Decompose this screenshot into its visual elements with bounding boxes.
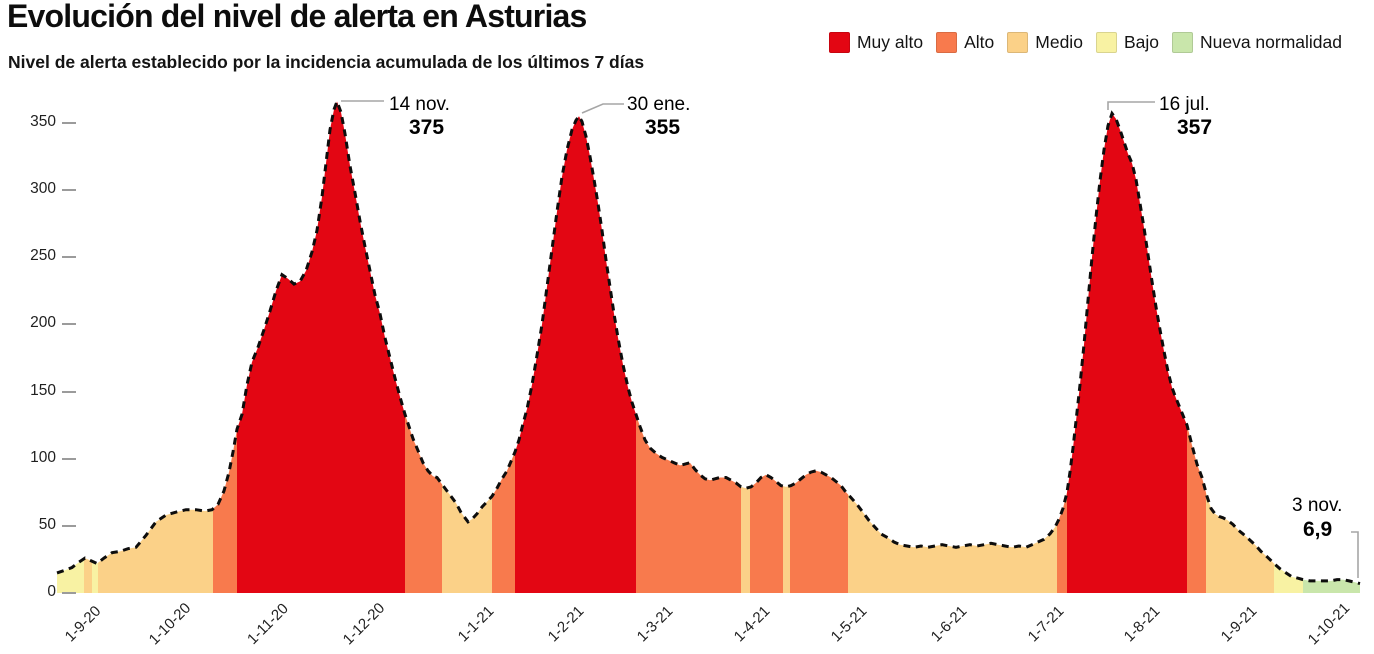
area-segment-medio (741, 486, 750, 593)
y-axis-label: 50 (38, 515, 56, 533)
annotation-value: 6,9 (1303, 518, 1333, 541)
annotation-date: 14 nov. (389, 94, 450, 115)
annotation-value: 375 (409, 116, 445, 139)
legend-item-nueva_normalidad: Nueva normalidad (1171, 32, 1342, 53)
legend-label: Alto (964, 32, 995, 52)
legend-item-alto: Alto (936, 32, 994, 53)
area-segment-bajo (1274, 563, 1303, 593)
legend-swatch-bajo (1095, 32, 1117, 53)
chart-subtitle: Nivel de alerta establecido por la incid… (8, 52, 645, 72)
y-axis-label: 350 (30, 112, 56, 130)
annotation-leader-2 (581, 103, 624, 114)
legend-item-muy_alto: Muy alto (828, 32, 924, 53)
area-segment-alto (1187, 425, 1206, 593)
incidence-curve (56, 97, 1361, 586)
legend-swatch-medio (1007, 32, 1029, 53)
y-axis-tick (62, 256, 76, 259)
y-axis-tick (62, 390, 76, 393)
legend-item-medio: Medio (1007, 32, 1083, 53)
y-axis-label: 300 (30, 180, 56, 198)
annotation-leader-4 (1351, 531, 1359, 578)
area-segment-muy_alto (1067, 113, 1187, 593)
annotation-date: 30 ene. (627, 94, 691, 115)
legend: Muy alto Alto Medio Bajo Nueva normalidad (828, 32, 1342, 53)
legend-swatch-nueva_normalidad (1171, 32, 1193, 53)
y-axis-label: 100 (30, 448, 56, 466)
legend-label: Bajo (1123, 32, 1159, 52)
legend-label: Nueva normalidad (1199, 32, 1342, 52)
area-segment-medio (442, 484, 492, 593)
y-axis-tick (62, 457, 76, 460)
area-segment-bajo (92, 561, 98, 593)
legend-item-bajo: Bajo (1095, 32, 1159, 53)
area-segment-alto (213, 429, 237, 593)
area-segment-alto (750, 474, 783, 593)
area-segment-alto (405, 414, 442, 593)
y-axis-tick (62, 189, 76, 192)
legend-swatch-muy_alto (828, 32, 850, 53)
y-axis-label: 200 (30, 314, 56, 332)
area-segment-alto (636, 414, 741, 593)
area-segment-medio (848, 494, 1057, 593)
area-segment-medio (783, 485, 790, 593)
annotation-date: 3 nov. (1292, 495, 1343, 516)
area-segment-muy_alto (237, 101, 405, 593)
area-segment-alto (492, 452, 515, 593)
y-axis-tick (62, 121, 76, 124)
legend-label: Medio (1035, 32, 1083, 52)
annotation-date: 16 jul. (1159, 94, 1210, 115)
area-segment-medio (84, 558, 92, 593)
y-axis-tick (62, 592, 76, 594)
area-segment-medio (98, 508, 213, 593)
area-segment-nueva_normalidad (1303, 579, 1360, 593)
annotation-value: 355 (645, 116, 681, 139)
annotation-leader-3 (1107, 101, 1155, 110)
area-segment-muy_alto (515, 116, 636, 593)
area-segment-medio (1206, 492, 1274, 593)
legend-label: Muy alto (856, 32, 924, 52)
area-segment-bajo (57, 558, 84, 593)
y-axis-tick (62, 323, 76, 326)
y-axis-label: 150 (30, 381, 56, 399)
chart-title: Evolución del nivel de alerta en Asturia… (7, 0, 587, 34)
y-axis-label: 250 (30, 247, 56, 265)
legend-swatch-alto (936, 32, 958, 53)
y-axis-label: 0 (47, 583, 56, 600)
annotation-value: 357 (1177, 116, 1213, 139)
y-axis-tick (62, 524, 76, 527)
area-segment-alto (790, 470, 848, 593)
area-segment-alto (1057, 492, 1067, 593)
